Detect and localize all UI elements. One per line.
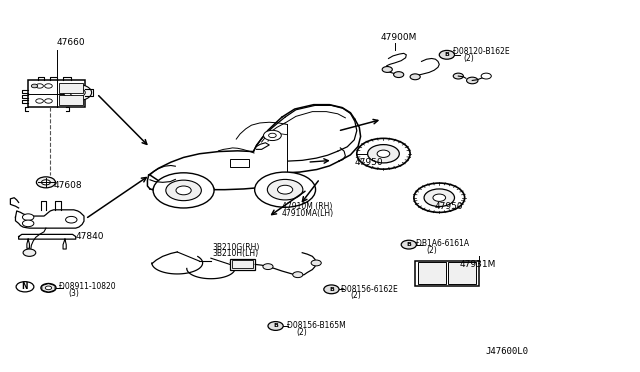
Circle shape	[356, 138, 410, 169]
Circle shape	[31, 84, 38, 88]
Text: 47931M: 47931M	[460, 260, 496, 269]
Circle shape	[414, 183, 465, 212]
Circle shape	[23, 249, 36, 256]
Text: 3B210H(LH): 3B210H(LH)	[212, 249, 259, 259]
Bar	[230, 159, 249, 167]
Bar	[448, 262, 476, 284]
Circle shape	[433, 194, 445, 201]
Bar	[230, 259, 255, 270]
Circle shape	[264, 130, 282, 141]
Circle shape	[481, 73, 492, 79]
Text: 47910MA(LH): 47910MA(LH)	[282, 209, 334, 218]
Text: (2): (2)	[296, 328, 307, 337]
Circle shape	[324, 285, 339, 294]
Text: (2): (2)	[351, 291, 361, 300]
Circle shape	[292, 272, 303, 278]
Circle shape	[36, 177, 56, 188]
Circle shape	[268, 179, 303, 200]
Circle shape	[263, 264, 273, 270]
Text: B: B	[444, 52, 449, 57]
Circle shape	[401, 240, 417, 249]
Text: Ð08156-B165M: Ð08156-B165M	[287, 321, 346, 330]
Circle shape	[22, 214, 34, 221]
Text: (3): (3)	[68, 289, 79, 298]
Circle shape	[269, 133, 276, 138]
Circle shape	[255, 172, 316, 207]
Circle shape	[42, 180, 51, 185]
Text: Ð08911-10820: Ð08911-10820	[59, 282, 115, 291]
Text: 47950: 47950	[434, 202, 463, 211]
Circle shape	[36, 84, 44, 88]
Circle shape	[268, 321, 284, 330]
Circle shape	[16, 282, 34, 292]
Bar	[59, 95, 83, 105]
Circle shape	[45, 84, 52, 88]
Bar	[415, 261, 479, 286]
Circle shape	[45, 286, 52, 290]
Text: Ð08120-B162E: Ð08120-B162E	[453, 47, 510, 56]
Circle shape	[70, 88, 85, 97]
Circle shape	[166, 180, 202, 201]
Text: 47950: 47950	[355, 158, 383, 167]
Circle shape	[410, 74, 420, 80]
Text: B: B	[273, 324, 278, 328]
Text: Ð08156-6162E: Ð08156-6162E	[341, 285, 397, 294]
Circle shape	[176, 186, 191, 195]
Circle shape	[278, 185, 292, 194]
Circle shape	[367, 145, 399, 163]
Text: (2): (2)	[463, 54, 474, 62]
Circle shape	[36, 99, 44, 103]
Text: ÐB1A6-6161A: ÐB1A6-6161A	[417, 240, 470, 248]
Text: 47660: 47660	[57, 38, 85, 46]
Text: 47608: 47608	[54, 181, 82, 190]
Circle shape	[424, 189, 454, 206]
Circle shape	[467, 77, 478, 84]
Bar	[232, 260, 253, 269]
Circle shape	[439, 51, 454, 59]
Text: 3B210G(RH): 3B210G(RH)	[212, 243, 259, 252]
Circle shape	[45, 99, 52, 103]
Bar	[418, 262, 445, 284]
Circle shape	[65, 217, 77, 223]
Text: N: N	[22, 282, 28, 291]
Text: B: B	[329, 287, 334, 292]
Circle shape	[64, 84, 92, 100]
Text: B: B	[406, 242, 412, 247]
Bar	[59, 83, 83, 93]
Circle shape	[394, 72, 404, 77]
Text: 47840: 47840	[76, 232, 104, 241]
Text: J47600L0: J47600L0	[485, 347, 528, 356]
Circle shape	[377, 150, 390, 157]
Circle shape	[22, 220, 34, 227]
Circle shape	[453, 73, 463, 79]
Text: (2): (2)	[427, 246, 437, 256]
Circle shape	[153, 173, 214, 208]
Circle shape	[311, 260, 321, 266]
Text: 47910M (RH): 47910M (RH)	[282, 202, 332, 211]
Circle shape	[41, 283, 56, 292]
Bar	[28, 80, 85, 107]
Circle shape	[382, 67, 392, 73]
Text: 47900M: 47900M	[380, 33, 417, 42]
